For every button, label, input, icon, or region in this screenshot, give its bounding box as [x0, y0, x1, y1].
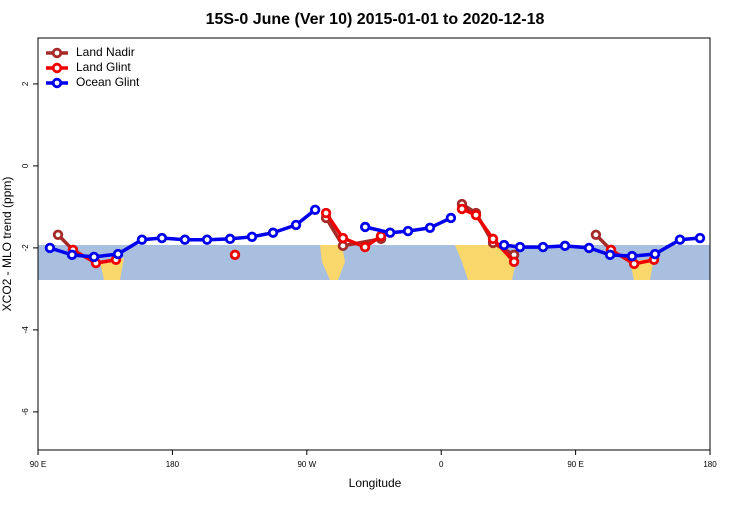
data-point [537, 241, 549, 253]
data-point [384, 227, 396, 238]
legend-label: Ocean Glint [76, 75, 140, 89]
x-tick-label: 180 [166, 460, 180, 469]
chart-title: 15S-0 June (Ver 10) 2015-01-01 to 2020-1… [206, 11, 545, 28]
land [320, 245, 345, 280]
data-point [156, 232, 168, 244]
data-point [320, 207, 332, 219]
data-point [604, 249, 616, 261]
data-point [359, 221, 371, 233]
data-point [201, 234, 213, 245]
legend-label: Land Glint [76, 60, 131, 74]
data-point [590, 229, 602, 240]
data-point [498, 239, 510, 251]
x-tick-label: 90 E [567, 460, 583, 469]
data-point [375, 230, 387, 242]
data-point [508, 256, 520, 268]
data-point [649, 248, 661, 260]
data-point [136, 234, 148, 245]
data-point [44, 242, 56, 254]
marks [44, 198, 706, 270]
legend-marker [51, 47, 63, 59]
legend-marker [51, 62, 63, 74]
data-point [52, 229, 64, 240]
data-point [290, 219, 302, 231]
legend-label: Land Nadir [76, 45, 135, 59]
y-tick-label: 2 [21, 81, 30, 86]
data-point [402, 225, 414, 237]
data-point [674, 234, 686, 245]
data-point [66, 249, 78, 261]
data-point [514, 241, 526, 253]
data-point [229, 249, 241, 261]
x-tick-label: 180 [703, 460, 717, 469]
x-axis-label: Longitude [349, 476, 402, 490]
y-tick-label: -4 [21, 326, 30, 334]
land [455, 245, 516, 280]
data-point [456, 203, 468, 215]
y-tick-label: 0 [21, 163, 30, 168]
data-point [583, 242, 595, 254]
x-tick-label: 90 W [297, 460, 316, 469]
data-point [559, 240, 571, 252]
data-point [337, 232, 349, 244]
y-tick-label: -2 [21, 244, 30, 252]
data-point [246, 231, 258, 243]
data-point [224, 233, 236, 245]
data-point [112, 248, 124, 260]
data-point [487, 233, 499, 245]
data-point [445, 212, 457, 224]
data-point [694, 232, 706, 244]
y-axis-label: XCO2 - MLO trend (ppm) [0, 177, 14, 312]
y-tick-label: -6 [21, 408, 30, 416]
plot-frame [37, 37, 711, 451]
data-point [470, 209, 482, 221]
data-point [88, 251, 100, 263]
data-point [424, 222, 436, 234]
x-tick-label: 0 [439, 460, 444, 469]
x-tick-label: 90 E [30, 460, 46, 469]
data-point [359, 241, 371, 253]
data-point [267, 227, 279, 238]
data-point [626, 250, 638, 262]
data-point [179, 234, 191, 245]
legend-marker [51, 77, 63, 89]
data-point [309, 204, 321, 215]
